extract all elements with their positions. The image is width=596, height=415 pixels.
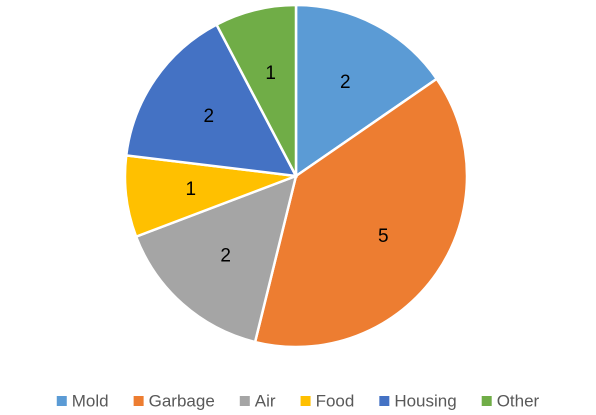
data-label: 2: [340, 72, 351, 93]
legend-swatch: [56, 396, 67, 406]
pie-slice: [214, 3, 298, 177]
legend-label: Other: [497, 391, 540, 410]
pie-slice: [253, 77, 469, 349]
legend-swatch: [300, 396, 311, 406]
data-label: 5: [378, 226, 389, 247]
legend-label: Housing: [394, 391, 456, 410]
legend-label: Food: [316, 391, 355, 410]
legend-swatch: [133, 396, 144, 406]
legend-swatch: [239, 396, 250, 406]
pie-slice: [124, 22, 299, 178]
legend-swatch: [379, 396, 390, 406]
pie-slice: [294, 3, 439, 179]
legend-swatch: [481, 396, 492, 406]
data-label: 1: [185, 179, 196, 200]
pie-slice: [134, 173, 298, 344]
legend-label: Garbage: [149, 391, 215, 410]
legend-label: Air: [255, 391, 276, 410]
legend-label: Mold: [72, 391, 109, 410]
data-label: 2: [203, 106, 214, 127]
data-label: 1: [265, 63, 276, 84]
data-label: 2: [220, 245, 231, 266]
legend: Mold Garbage Air Food Housing Other: [56, 391, 540, 410]
